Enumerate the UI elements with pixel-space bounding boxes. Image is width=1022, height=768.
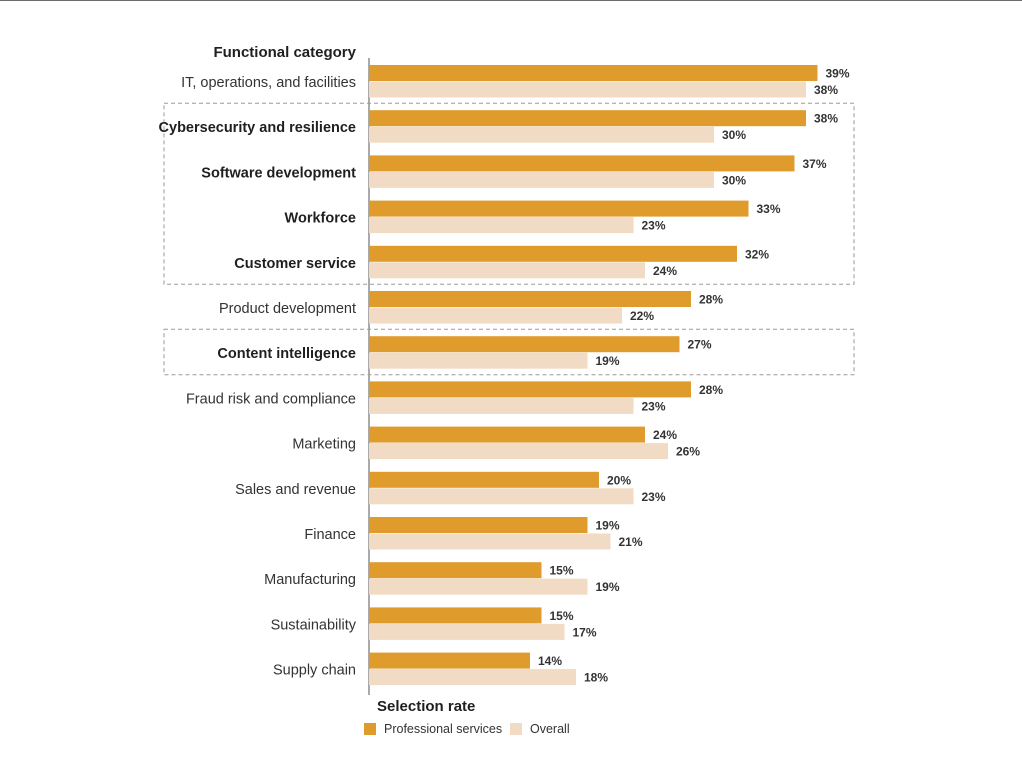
bar-professional-services-fraud-risk-and-compliance (369, 381, 691, 398)
bar-professional-services-customer-service (369, 245, 737, 262)
value-label-overall-customer-service: 24% (653, 264, 677, 278)
value-label-overall-sustainability: 17% (573, 625, 597, 639)
bar-overall-customer-service (369, 262, 645, 279)
bar-professional-services-software-development (369, 155, 795, 172)
value-label-overall-manufacturing: 19% (596, 580, 620, 594)
value-label-professional-services-sales-and-revenue: 20% (607, 473, 631, 487)
category-label-it-operations-and-facilities: IT, operations, and facilities (181, 75, 356, 91)
bar-overall-cybersecurity-and-resilience (369, 126, 714, 143)
value-label-professional-services-product-development: 28% (699, 293, 723, 307)
value-label-overall-fraud-risk-and-compliance: 23% (642, 399, 666, 413)
value-label-professional-services-customer-service: 32% (745, 247, 769, 261)
category-axis-title: Functional category (213, 44, 356, 61)
value-label-overall-software-development: 30% (722, 173, 746, 187)
value-label-overall-finance: 21% (619, 535, 643, 549)
bar-professional-services-product-development (369, 291, 691, 307)
bar-professional-services-finance (369, 517, 588, 533)
legend-label-overall: Overall (530, 722, 570, 736)
legend-label-professional-services: Professional services (384, 722, 502, 736)
bar-overall-workforce (369, 217, 634, 234)
top-border-line (0, 0, 1022, 1)
category-label-workforce: Workforce (285, 211, 356, 227)
legend-swatch-professional-services (364, 723, 376, 735)
value-label-overall-sales-and-revenue: 23% (642, 490, 666, 504)
category-label-manufacturing: Manufacturing (264, 572, 356, 588)
value-label-professional-services-software-development: 37% (803, 157, 827, 171)
bar-professional-services-content-intelligence (369, 336, 680, 353)
category-label-sales-and-revenue: Sales and revenue (235, 482, 356, 498)
bar-overall-manufacturing (369, 578, 588, 595)
bar-overall-software-development (369, 171, 714, 188)
bar-professional-services-workforce (369, 200, 749, 217)
category-label-sustainability: Sustainability (271, 617, 357, 633)
value-label-overall-supply-chain: 18% (584, 671, 608, 685)
legend-swatch-overall (510, 723, 522, 735)
bar-professional-services-cybersecurity-and-resilience (369, 110, 806, 127)
bar-overall-supply-chain (369, 669, 576, 686)
value-label-professional-services-it-operations-and-facilities: 39% (826, 67, 850, 81)
highlight-box-2 (163, 328, 855, 376)
value-label-overall-cybersecurity-and-resilience: 30% (722, 128, 746, 142)
category-label-fraud-risk-and-compliance: Fraud risk and compliance (186, 391, 356, 407)
value-label-overall-marketing: 26% (676, 445, 700, 459)
value-label-professional-services-fraud-risk-and-compliance: 28% (699, 383, 723, 397)
value-label-overall-product-development: 22% (630, 309, 654, 323)
category-label-customer-service: Customer service (234, 256, 356, 272)
bar-overall-fraud-risk-and-compliance (369, 397, 634, 414)
category-label-product-development: Product development (219, 301, 356, 317)
bar-overall-sales-and-revenue (369, 488, 634, 505)
bar-professional-services-supply-chain (369, 652, 530, 669)
bar-professional-services-sales-and-revenue (369, 471, 599, 488)
bar-overall-content-intelligence (369, 352, 588, 369)
bar-professional-services-marketing (369, 426, 645, 443)
category-label-content-intelligence: Content intelligence (217, 346, 356, 362)
value-label-professional-services-supply-chain: 14% (538, 654, 562, 668)
highlight-box-1 (163, 102, 855, 285)
bar-overall-sustainability (369, 623, 565, 640)
value-label-professional-services-sustainability: 15% (550, 609, 574, 623)
value-label-professional-services-cybersecurity-and-resilience: 38% (814, 112, 838, 126)
value-label-professional-services-workforce: 33% (757, 202, 781, 216)
value-label-overall-it-operations-and-facilities: 38% (814, 83, 838, 97)
value-label-professional-services-content-intelligence: 27% (688, 338, 712, 352)
value-label-professional-services-manufacturing: 15% (550, 564, 574, 578)
bar-overall-product-development (369, 307, 622, 324)
value-axis-title: Selection rate (377, 698, 475, 715)
category-label-supply-chain: Supply chain (273, 663, 356, 679)
category-label-cybersecurity-and-resilience: Cybersecurity and resilience (159, 120, 356, 136)
bar-overall-finance (369, 533, 611, 550)
bar-professional-services-sustainability (369, 607, 542, 624)
category-label-finance: Finance (304, 527, 356, 543)
bar-overall-it-operations-and-facilities (369, 81, 806, 98)
bar-overall-marketing (369, 443, 668, 460)
bar-professional-services-manufacturing (369, 562, 542, 579)
value-label-overall-workforce: 23% (642, 219, 666, 233)
category-label-software-development: Software development (201, 165, 356, 181)
value-label-professional-services-finance: 19% (596, 519, 620, 533)
value-label-overall-content-intelligence: 19% (596, 354, 620, 368)
legend: Professional services Overall (364, 722, 570, 736)
value-label-professional-services-marketing: 24% (653, 428, 677, 442)
category-label-marketing: Marketing (292, 437, 356, 453)
bar-professional-services-it-operations-and-facilities (369, 65, 818, 81)
